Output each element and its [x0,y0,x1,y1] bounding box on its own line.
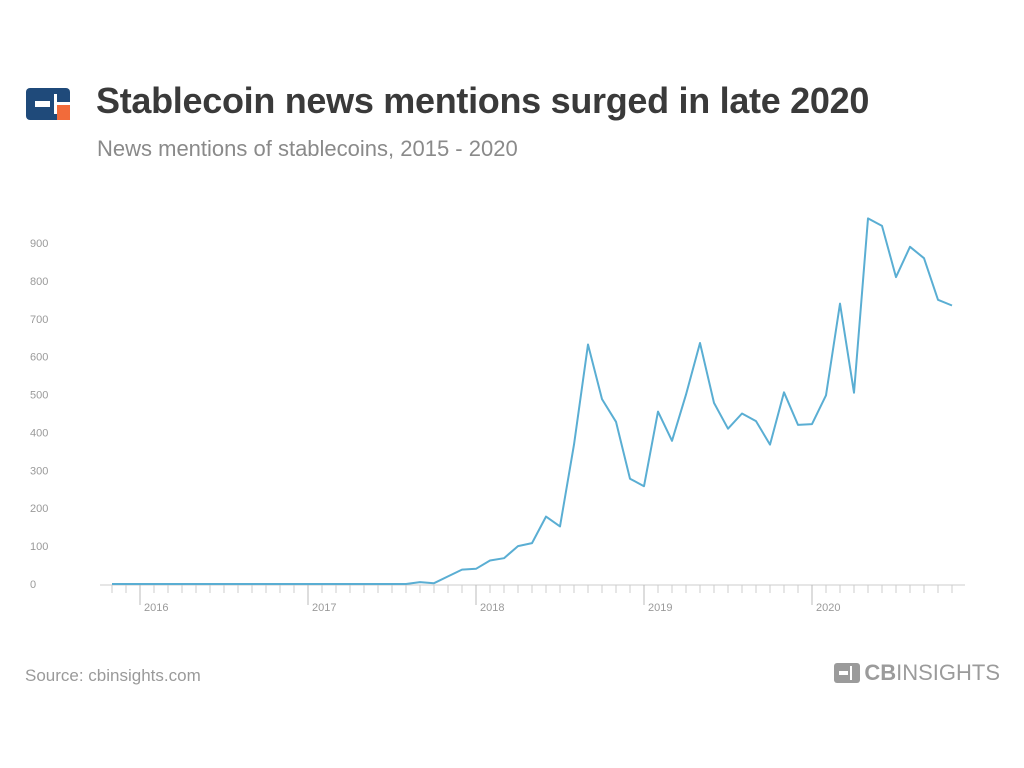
cb-insights-brand: CB INSIGHTS [834,660,1000,686]
y-tick-label: 200 [30,503,48,515]
line-chart: 0 100 200 300 400 500 600 700 800 900 2016 2017 2018… [30,217,965,614]
source-note: Source: cbinsights.com [25,666,201,685]
cb-insights-logo-icon [26,88,70,120]
x-tick-label: 2019 [648,602,672,614]
chart-title: Stablecoin news mentions surged in late … [96,80,870,121]
y-tick-label: 900 [30,238,48,250]
y-tick-label: 500 [30,390,48,402]
chart-subtitle: News mentions of stablecoins, 2015 - 202… [97,136,518,161]
x-tick-label: 2017 [312,602,336,614]
y-tick-label: 600 [30,352,48,364]
series-line [112,217,953,585]
y-tick-label: 0 [30,579,36,591]
y-tick-label: 400 [30,427,48,439]
cb-insights-brand-icon [834,663,861,683]
brand-insights-text: INSIGHTS [896,660,1000,685]
y-tick-label: 100 [30,541,48,553]
y-tick-label: 700 [30,314,48,326]
y-tick-label: 300 [30,465,48,477]
x-tick-label: 2020 [816,602,840,614]
y-tick-label: 800 [30,276,48,288]
brand-cb-text: CB [864,660,897,685]
x-tick-label: 2016 [144,602,168,614]
x-tick-label: 2018 [480,602,504,614]
